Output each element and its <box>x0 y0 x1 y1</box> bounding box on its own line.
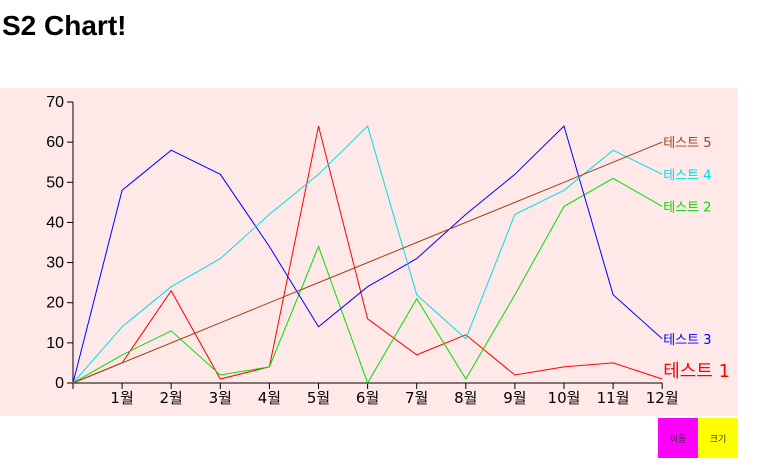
x-tick-label: 12월 <box>646 389 679 407</box>
y-tick-label: 70 <box>46 94 64 111</box>
y-tick-label: 10 <box>46 335 64 352</box>
series-label-4: 테스트 4 <box>663 168 711 183</box>
x-tick-label: 7월 <box>405 389 428 407</box>
x-tick-label: 6월 <box>356 389 379 407</box>
series-line-2 <box>72 177 663 385</box>
y-tick-label: 0 <box>55 375 64 392</box>
y-tick-label: 60 <box>46 134 64 151</box>
y-tick-label: 40 <box>46 214 64 231</box>
series-label-1: 테스트 1 <box>663 361 730 382</box>
x-tick-label: 9월 <box>503 389 526 407</box>
x-tick-label: 11월 <box>597 389 630 407</box>
series-line-1 <box>72 125 663 384</box>
chart-background <box>0 88 738 416</box>
chart-panel: 0 10 20 30 40 50 60 70 1월 2월 3월 4월 5월 6월 7월 8월 9월 10월 11월 1… <box>0 88 738 416</box>
series-line-3 <box>72 125 663 384</box>
y-tick-label: 20 <box>46 295 64 312</box>
x-tick-label: 1월 <box>110 389 133 407</box>
x-tick-label: 10월 <box>548 389 581 407</box>
series-label-5: 테스트 5 <box>663 136 711 151</box>
page-title: S2 Chart! <box>2 10 127 41</box>
series-line-4 <box>72 125 663 384</box>
x-tick-label: 5월 <box>307 389 330 407</box>
line-chart: 0 10 20 30 40 50 60 70 1월 2월 3월 4월 5월 6월 7월 8월 9월 10월 11월 1… <box>0 88 738 416</box>
series-label-2: 테스트 2 <box>663 200 711 215</box>
x-tick-label: 3월 <box>209 389 232 407</box>
series-label-3: 테스트 3 <box>663 333 711 348</box>
y-tick-label: 30 <box>46 255 64 272</box>
move-button[interactable]: 이동 <box>658 418 698 458</box>
x-tick-label: 8월 <box>454 389 477 407</box>
x-tick-label: 4월 <box>258 389 281 407</box>
y-tick-label: 50 <box>46 174 64 191</box>
x-tick-label: 2월 <box>160 389 183 407</box>
resize-button[interactable]: 크기 <box>698 418 738 458</box>
series-line-5 <box>72 141 663 384</box>
